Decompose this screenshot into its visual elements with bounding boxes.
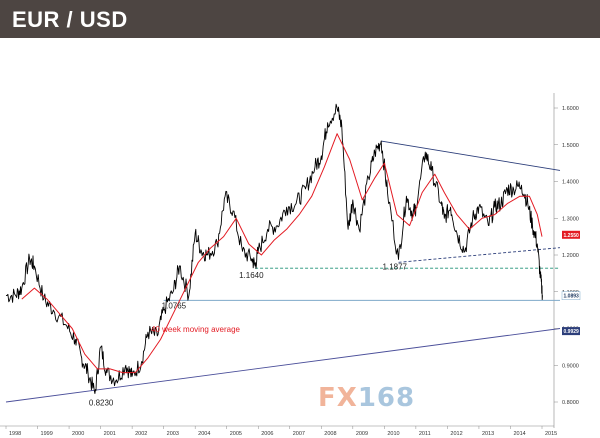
x-tick-label: 2007 [293,431,305,437]
y-tick-label: 0.8000 [562,400,579,406]
x-tick-label: 2010 [387,431,399,437]
eurusd-chart: 1998 1999 2000 2001 2002 2003 2004 2005 2006 2007… [0,38,600,438]
y-tick-label: 1.2000 [562,253,579,259]
x-tick-label: 2000 [72,431,84,437]
trendline-mid-support [398,247,561,263]
price-badge-label: 1.2550 [564,233,580,239]
x-tick-label: 2004 [198,431,210,437]
series-price [5,103,544,394]
y-tick-label: 1.4000 [562,180,579,186]
watermark-168: 168 [357,383,416,413]
level-annotation: 0.8230 [89,399,114,408]
fx168-watermark: FX168 [318,383,415,413]
chart-title: EUR / USD [12,7,128,32]
trendline-long-term-support [5,328,561,403]
x-tick-label: 2009 [356,431,368,437]
y-tick-label: 0.9000 [562,363,579,369]
x-tick-label: 1999 [41,431,53,437]
x-tick-label: 2012 [450,431,462,437]
x-tick-label: 2008 [324,431,336,437]
x-tick-label: 2006 [261,431,273,437]
y-tick-label: 1.3000 [562,216,579,222]
x-tick-label: 2015 [545,431,557,437]
level-annotation: 1.0765 [162,301,187,310]
series-moving-average [21,133,543,374]
price-badge-label: 1.0893 [564,294,580,300]
x-tick-label: 2002 [135,431,147,437]
price-badge [562,230,580,239]
x-tick-label: 1998 [9,431,21,437]
price-badge-label: 0.9929 [564,329,580,335]
x-tick-label: 2013 [482,431,494,437]
y-tick-label: 1.6000 [562,106,579,112]
price-badge [561,291,581,300]
x-tick-label: 2014 [513,431,525,437]
level-annotation: 1.1640 [239,271,264,280]
ma-annotation: 40 week moving average [151,325,240,334]
x-tick-label: 2005 [230,431,242,437]
trendline-upper-resistance [381,140,561,171]
chart-header: EUR / USD [0,0,600,38]
x-tick-label: 2003 [167,431,179,437]
y-tick-label: 1.5000 [562,143,579,149]
price-badge [562,327,580,336]
x-tick-label: 2001 [104,431,116,437]
x-tick-label: 2011 [419,431,431,437]
level-annotation: 1.1877 [383,263,408,272]
watermark-fx: FX [318,383,358,413]
